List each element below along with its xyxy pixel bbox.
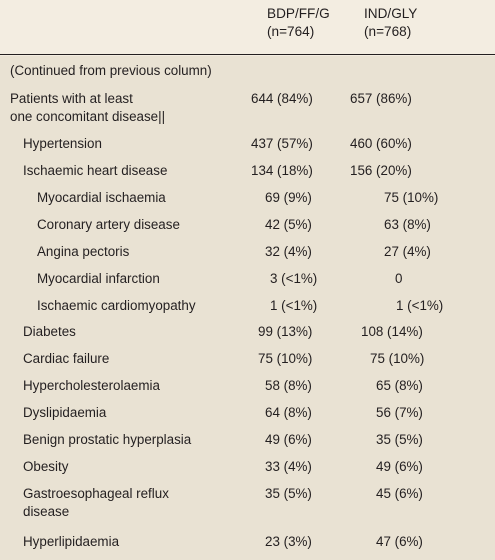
cell-ind-gly: 45 (6%) <box>376 486 423 501</box>
cell-bdp-ff-g: 437 (57%) <box>251 136 313 151</box>
row-label: Diabetes <box>23 324 76 339</box>
cell-ind-gly: 63 (8%) <box>384 217 431 232</box>
cell-bdp-ff-g: 58 (8%) <box>265 378 312 393</box>
row-label: Angina pectoris <box>37 244 130 259</box>
cell-bdp-ff-g: 32 (4%) <box>265 244 312 259</box>
cell-ind-gly: 1 (<1%) <box>396 298 444 313</box>
cell-ind-gly: 49 (6%) <box>376 459 423 474</box>
cell-ind-gly: 27 (4%) <box>384 244 431 259</box>
row-label: Dyslipidaemia <box>23 405 107 420</box>
column-header-line: IND/GLY <box>364 6 418 21</box>
cell-ind-gly: 108 (14%) <box>361 324 423 339</box>
cell-ind-gly: 56 (7%) <box>376 405 423 420</box>
cell-bdp-ff-g: 99 (13%) <box>258 324 313 339</box>
cell-ind-gly: 35 (5%) <box>376 432 423 447</box>
row-label-line: Gastroesophageal reflux <box>23 486 169 501</box>
cell-bdp-ff-g: 49 (6%) <box>265 432 312 447</box>
cell-bdp-ff-g: 42 (5%) <box>265 217 312 232</box>
row-label: Gastroesophageal reflux disease <box>23 485 169 521</box>
column-header-line: BDP/FF/G <box>267 6 330 21</box>
cell-bdp-ff-g: 64 (8%) <box>265 405 312 420</box>
cell-bdp-ff-g: 134 (18%) <box>251 163 313 178</box>
row-label-line: disease <box>23 504 70 519</box>
cell-ind-gly: 0 <box>395 271 403 286</box>
table-body: (Continued from previous column) Patient… <box>0 56 495 560</box>
row-label: Obesity <box>23 459 69 474</box>
row-label: Hypercholesterolaemia <box>23 378 160 393</box>
cell-ind-gly: 657 (86%) <box>350 91 412 106</box>
row-label-line: one concomitant disease|| <box>10 109 166 124</box>
row-label: Myocardial ischaemia <box>37 190 166 205</box>
row-label: Patients with at least one concomitant d… <box>10 90 165 126</box>
row-label: Ischaemic heart disease <box>23 163 168 178</box>
row-label: Myocardial infarction <box>37 271 160 286</box>
row-label: Ischaemic cardiomyopathy <box>37 298 196 313</box>
cell-ind-gly: 460 (60%) <box>350 136 412 151</box>
cell-bdp-ff-g: 23 (3%) <box>265 534 312 549</box>
cell-bdp-ff-g: 1 (<1%) <box>270 298 318 313</box>
table-header: BDP/FF/G (n=764) IND/GLY (n=768) <box>0 0 495 52</box>
cell-ind-gly: 47 (6%) <box>376 534 423 549</box>
row-label: Benign prostatic hyperplasia <box>23 432 192 447</box>
column-header-ind-gly: IND/GLY (n=768) <box>364 5 417 41</box>
cell-bdp-ff-g: 3 (<1%) <box>270 271 318 286</box>
cell-bdp-ff-g: 33 (4%) <box>265 459 312 474</box>
header-rule <box>0 54 495 55</box>
row-label: Coronary artery disease <box>37 217 180 232</box>
row-label: Cardiac failure <box>23 351 110 366</box>
cell-bdp-ff-g: 644 (84%) <box>251 91 313 106</box>
row-label: Hyperlipidaemia <box>23 534 120 549</box>
column-header-line: (n=764) <box>267 24 315 39</box>
row-label-line: Patients with at least <box>10 91 133 106</box>
row-label: Hypertension <box>23 136 102 151</box>
cell-ind-gly: 65 (8%) <box>376 378 423 393</box>
cell-bdp-ff-g: 69 (9%) <box>265 190 312 205</box>
cell-ind-gly: 75 (10%) <box>384 190 439 205</box>
cell-ind-gly: 156 (20%) <box>350 163 412 178</box>
column-header-bdp-ff-g: BDP/FF/G (n=764) <box>267 5 330 41</box>
cell-ind-gly: 75 (10%) <box>370 351 425 366</box>
cell-bdp-ff-g: 75 (10%) <box>258 351 313 366</box>
cell-bdp-ff-g: 35 (5%) <box>265 486 312 501</box>
column-header-line: (n=768) <box>364 24 412 39</box>
continued-label: (Continued from previous column) <box>10 63 212 78</box>
